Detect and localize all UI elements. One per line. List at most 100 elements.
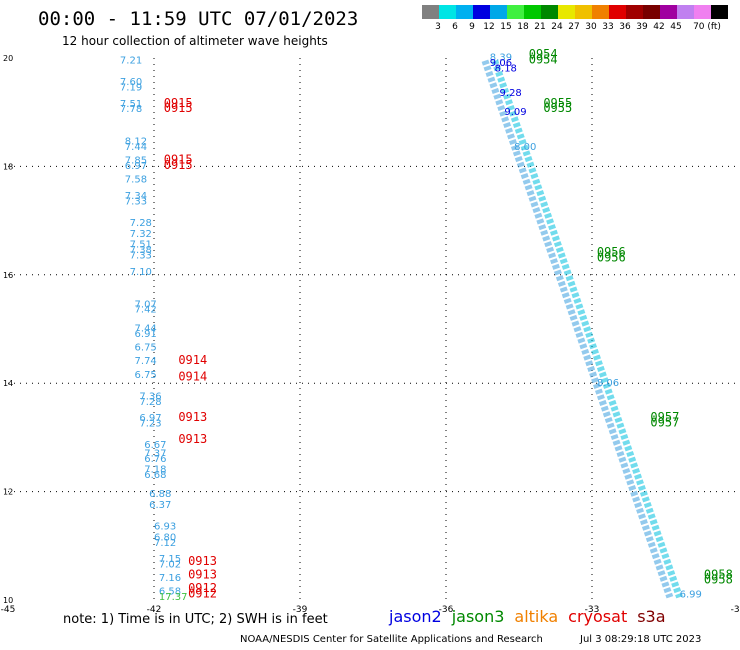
color-scale-label: 15: [500, 22, 512, 32]
value-label: 6.91: [135, 329, 157, 340]
color-scale-label: 33: [602, 22, 614, 32]
color-scale-label: 36: [619, 22, 631, 32]
color-scale-label: 42: [653, 22, 665, 32]
value-label: 7.15: [159, 554, 181, 565]
value-label: 7.02: [159, 559, 181, 570]
data-labels: 7.217.607.197.517.788.127.447.856.977.58…: [120, 47, 733, 603]
time-label: 0915: [164, 153, 193, 167]
value-label: 7.19: [120, 83, 142, 94]
value-label: 8.12: [125, 137, 147, 148]
color-scale-label: 45: [670, 22, 682, 32]
value-label: 8.39: [490, 53, 512, 64]
value-label: 7.07: [135, 299, 157, 310]
value-label: 7.36: [139, 391, 161, 402]
color-swatch: [694, 5, 711, 19]
value-label: 7.51: [130, 240, 152, 251]
color-swatch: [660, 5, 677, 19]
time-label: 0958: [704, 567, 733, 581]
color-swatch: [558, 5, 575, 19]
value-label: 7.60: [120, 77, 142, 88]
value-label: 7.44: [135, 324, 157, 335]
grid-lines: [8, 58, 738, 600]
time-label: 0913: [188, 567, 217, 581]
value-label: 6.75: [135, 370, 157, 381]
time-label: 0914: [178, 353, 207, 367]
value-label: 6.93: [154, 522, 176, 533]
time-label: 0913: [188, 554, 217, 568]
time-label: 0913: [178, 410, 207, 424]
value-label: 8.00: [514, 142, 536, 153]
satellite-legend: jason2 jason3 altika cryosat s3a: [389, 607, 676, 626]
value-label: 7.42: [135, 305, 157, 316]
value-label: 9.06: [490, 58, 512, 69]
value-label: 9.09: [504, 107, 526, 118]
time-label: 0915: [164, 101, 193, 115]
color-scale-label: 6: [452, 22, 458, 32]
value-label: 7.58: [125, 175, 147, 186]
color-swatch: [677, 5, 694, 19]
legend-entry: altika: [514, 607, 559, 626]
time-label: 0958: [704, 573, 733, 587]
color-swatch: [575, 5, 592, 19]
track-line: [481, 59, 674, 599]
color-scale-label: 27: [568, 22, 580, 32]
value-label: 6.75: [135, 343, 157, 354]
value-label: 6.97: [125, 161, 147, 172]
time-label: 0913: [178, 432, 207, 446]
value-label: 7.16: [159, 573, 181, 584]
value-label: 6.68: [144, 470, 166, 481]
legend-entry: cryosat: [568, 607, 628, 626]
color-scale-label: 9: [469, 22, 475, 32]
value-label: 7.78: [120, 104, 142, 115]
time-label: 0955: [543, 96, 572, 110]
color-swatch: [541, 5, 558, 19]
x-tick-label: -33: [585, 605, 600, 615]
generated-timestamp: Jul 3 08:29:18 UTC 2023: [580, 634, 702, 645]
time-label: 0915: [164, 158, 193, 172]
time-label: 0956: [597, 250, 626, 264]
value-label: 6.80: [154, 532, 176, 543]
value-label: 7.74: [135, 356, 157, 367]
y-tick-label: 10: [3, 596, 13, 605]
value-label: 7.18: [144, 465, 166, 476]
value-label: 6.67: [144, 440, 166, 451]
value-label: 6.76: [144, 454, 166, 465]
color-scale-label: 21: [534, 22, 546, 32]
chart-subtitle: 12 hour collection of altimeter wave hei…: [62, 34, 328, 48]
value-label: 6.58: [159, 587, 181, 598]
time-label: 0957: [650, 410, 679, 424]
value-label: 7.33: [125, 196, 147, 207]
color-swatch: [626, 5, 643, 19]
satellite-tracks: [481, 59, 683, 599]
time-label: 0954: [529, 47, 558, 61]
time-label: 0912: [188, 586, 217, 600]
color-swatch: [473, 5, 490, 19]
time-label: 0914: [178, 369, 207, 383]
color-swatch: [524, 5, 541, 19]
x-tick-label: -39: [293, 605, 308, 615]
x-tick-label: -45: [1, 605, 16, 615]
color-scale-label: 3: [435, 22, 441, 32]
time-label: 0956: [597, 245, 626, 259]
color-scale-label: 70 (ft): [693, 22, 721, 32]
time-label: 0955: [543, 101, 572, 115]
y-tick-label: 16: [3, 271, 13, 280]
x-tick-label: -36: [439, 605, 454, 615]
value-label: 17.37: [159, 592, 188, 603]
axis-ticks: -45 -42 -39 -36 -33 -30 10 12 14 16 18 20: [1, 54, 740, 615]
color-scale-label: 18: [517, 22, 529, 32]
x-tick-label: -42: [147, 605, 162, 615]
value-label: 7.28: [139, 397, 161, 408]
color-swatch: [422, 5, 439, 19]
color-swatch: [456, 5, 473, 19]
color-swatch: [507, 5, 524, 19]
time-label: 0954: [529, 52, 558, 66]
color-swatch: [609, 5, 626, 19]
color-scale-label: 39: [636, 22, 648, 32]
value-label: 7.37: [144, 448, 166, 459]
value-label: 7.32: [130, 229, 152, 240]
credit-line: NOAA/NESDIS Center for Satellite Applica…: [240, 634, 543, 645]
y-tick-label: 14: [3, 379, 13, 388]
footnote: note: 1) Time is in UTC; 2) SWH is in fe…: [63, 612, 328, 627]
